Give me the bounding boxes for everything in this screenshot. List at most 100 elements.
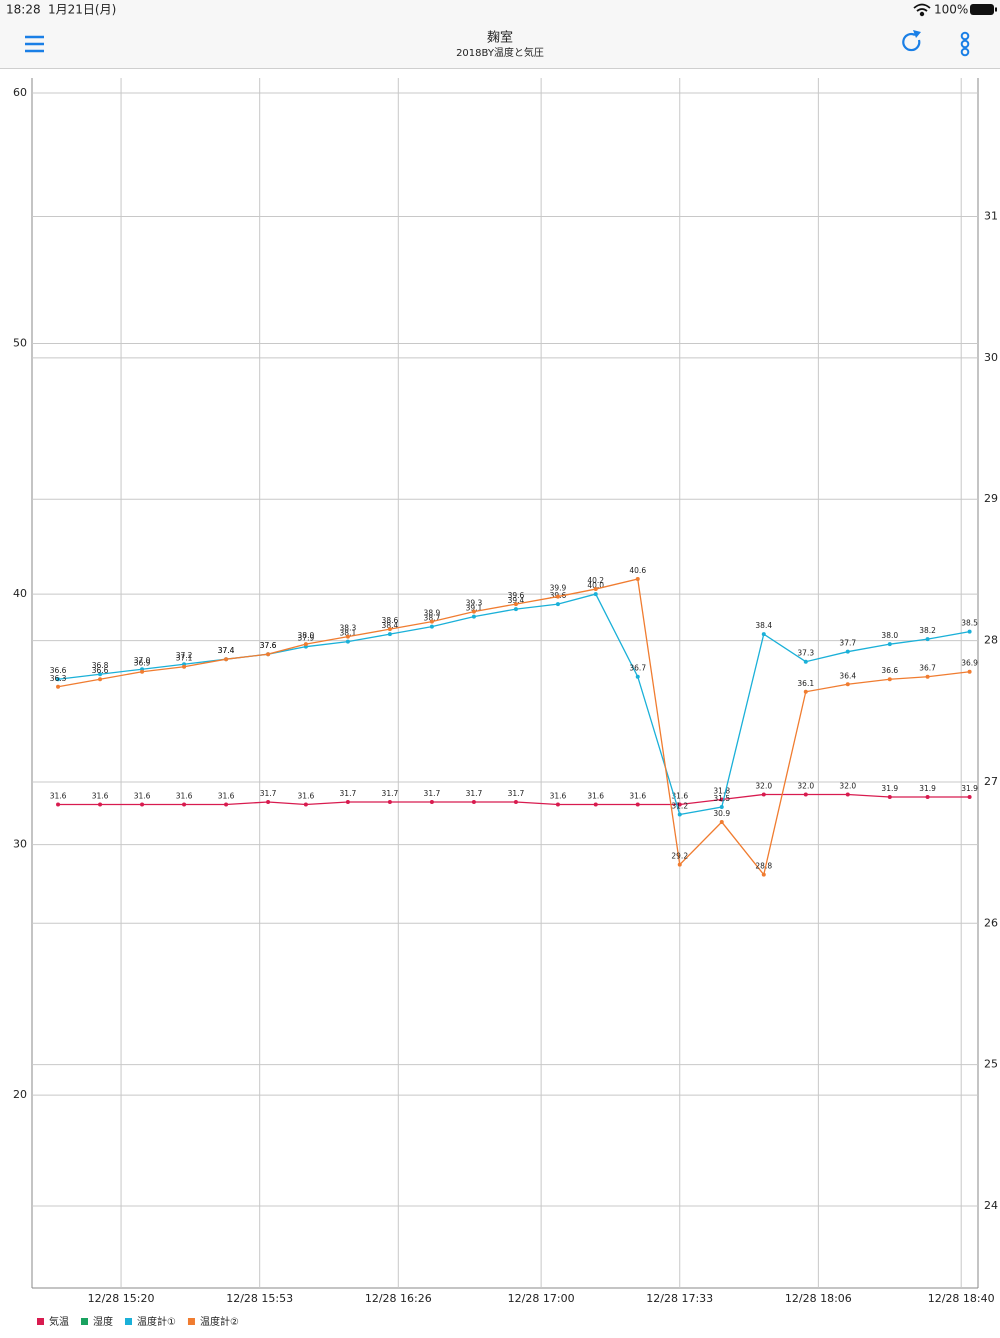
data-point [677, 862, 682, 867]
data-label: 39.1 [466, 604, 483, 613]
data-label: 39.9 [550, 584, 567, 593]
data-label: 36.6 [50, 666, 67, 675]
data-label: 31.2 [671, 802, 688, 811]
data-label: 38.4 [755, 621, 772, 630]
data-label: 31.9 [881, 784, 898, 793]
data-label: 39.4 [508, 596, 525, 605]
data-label: 36.9 [961, 659, 978, 668]
data-point [224, 802, 229, 807]
data-point [593, 587, 598, 592]
data-point [387, 627, 392, 632]
data-label: 31.6 [298, 792, 315, 801]
data-label: 38.3 [340, 624, 357, 633]
data-point [555, 802, 560, 807]
data-label: 36.6 [881, 666, 898, 675]
battery-icon [970, 4, 997, 15]
data-point [266, 652, 271, 657]
y2-tick-label: 26 [984, 916, 998, 929]
data-point [593, 802, 598, 807]
data-label: 29.2 [671, 852, 688, 861]
data-label: 38.0 [881, 631, 898, 640]
y-tick-label: 60 [13, 86, 27, 99]
data-point [845, 649, 850, 654]
data-point [98, 802, 103, 807]
data-point [56, 677, 61, 682]
data-label: 38.1 [340, 629, 357, 638]
data-label: 37.6 [260, 641, 277, 650]
data-label: 32.0 [839, 781, 856, 790]
data-label: 38.5 [961, 619, 978, 628]
data-point [387, 799, 392, 804]
data-label: 38.0 [298, 631, 315, 640]
data-label: 38.2 [919, 626, 936, 635]
menu-button[interactable] [25, 35, 44, 53]
data-point [471, 609, 476, 614]
status-date: 1月21日(月) [48, 3, 116, 17]
data-point [345, 634, 350, 639]
data-point [303, 802, 308, 807]
legend-label: 温度計① [137, 1315, 176, 1328]
data-point [635, 802, 640, 807]
more-button[interactable] [960, 31, 970, 57]
data-point [761, 792, 766, 797]
x-tick-label: 12/28 15:20 [88, 1292, 155, 1305]
data-point [471, 614, 476, 619]
data-point [140, 669, 145, 674]
data-point [98, 672, 103, 677]
data-label: 38.6 [382, 616, 399, 625]
data-label: 37.2 [176, 651, 193, 660]
data-label: 37.6 [260, 641, 277, 650]
data-point [925, 637, 930, 642]
data-point [345, 639, 350, 644]
data-label: 31.6 [92, 792, 109, 801]
data-label: 37.1 [176, 654, 193, 663]
legend-swatch [125, 1318, 132, 1325]
data-label: 31.7 [260, 789, 277, 798]
data-label: 31.5 [713, 794, 730, 803]
data-point [513, 799, 518, 804]
data-label: 40.0 [587, 581, 604, 590]
x-tick-label: 12/28 18:06 [785, 1292, 852, 1305]
data-point [887, 677, 892, 682]
data-label: 37.4 [218, 646, 235, 655]
data-point [224, 657, 229, 662]
data-label: 37.3 [797, 649, 814, 658]
data-point [555, 602, 560, 607]
data-label: 36.1 [797, 679, 814, 688]
y-tick-label: 20 [13, 1088, 27, 1101]
data-point [887, 794, 892, 799]
data-label: 37.9 [298, 634, 315, 643]
y2-tick-label: 31 [984, 210, 998, 223]
data-label: 37.7 [839, 639, 856, 648]
data-label: 30.9 [713, 809, 730, 818]
data-label: 39.6 [508, 591, 525, 600]
data-label: 37.0 [134, 656, 151, 665]
data-point [387, 632, 392, 637]
data-label: 32.0 [797, 781, 814, 790]
data-point [593, 592, 598, 597]
data-label: 38.7 [424, 614, 441, 623]
data-point [677, 812, 682, 817]
data-point [677, 802, 682, 807]
y2-tick-label: 30 [984, 351, 998, 364]
nav-title: 麹室 [487, 30, 513, 46]
y2-tick-label: 24 [984, 1199, 998, 1212]
data-label: 36.3 [50, 674, 67, 683]
data-point [761, 872, 766, 877]
data-point [967, 629, 972, 634]
data-point [182, 802, 187, 807]
data-point [803, 659, 808, 664]
y2-tick-label: 28 [984, 634, 998, 647]
data-point [803, 792, 808, 797]
data-label: 36.8 [92, 661, 109, 670]
data-label: 31.6 [218, 792, 235, 801]
data-point [429, 619, 434, 624]
legend-label: 温度計② [200, 1315, 239, 1328]
data-label: 36.4 [839, 671, 856, 680]
wifi-icon [913, 3, 931, 17]
refresh-button[interactable] [902, 30, 921, 52]
y-tick-label: 30 [13, 838, 27, 851]
data-label: 31.7 [340, 789, 357, 798]
data-label: 31.6 [50, 792, 67, 801]
data-point [719, 820, 724, 825]
